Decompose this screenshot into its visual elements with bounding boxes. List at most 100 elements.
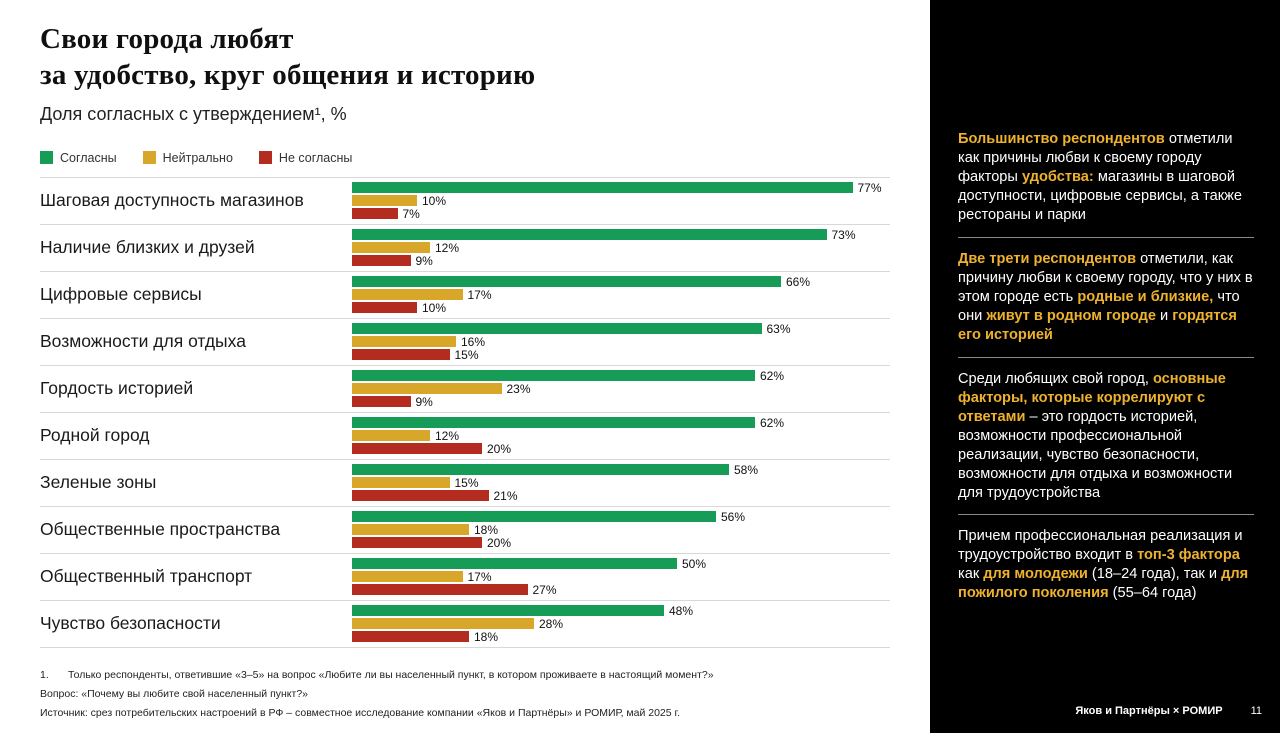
bar-line: 12% (352, 430, 890, 442)
page-title: Свои города любят за удобство, круг общен… (40, 22, 890, 94)
chart-row: Родной город 62% 12% 20% (40, 413, 890, 460)
bar-segment (352, 208, 398, 220)
bar-line: 18% (352, 524, 890, 536)
bar-line: 50% (352, 556, 890, 571)
bar-segment (352, 229, 827, 241)
chart-panel: Свои города любят за удобство, круг общен… (40, 22, 890, 719)
bar-line: 15% (352, 475, 890, 490)
paragraph-divider (958, 236, 1254, 238)
bar-value: 7% (402, 206, 420, 221)
bar-line: 28% (352, 618, 890, 630)
bar-line: 7% (352, 206, 890, 221)
bar-line: 62% (352, 368, 890, 383)
category-label: Наличие близких и друзей (40, 237, 255, 258)
bar-segment (352, 349, 450, 361)
bar-line: 15% (352, 347, 890, 362)
bar-value: 15% (454, 475, 479, 490)
category-label: Цифровые сервисы (40, 284, 202, 305)
bar-line: 10% (352, 193, 890, 208)
chart-row: Общественный транспорт 50% 17% 27% (40, 554, 890, 601)
bar-value: 17% (467, 287, 492, 302)
legend-swatch (142, 151, 156, 165)
chart-row: Шаговая доступность магазинов 77% 10% 7% (40, 178, 890, 225)
highlighted-text: топ-3 фактора (1137, 547, 1240, 564)
category-label: Чувство безопасности (40, 613, 221, 634)
bar-segment (352, 383, 502, 395)
bar-line: 56% (352, 511, 890, 523)
bar-group: 62% 23% 9% (352, 368, 890, 409)
bar-group: 58% 15% 21% (352, 462, 890, 502)
highlighted-text: родные и близкие, (1077, 288, 1214, 305)
bar-value: 16% (461, 334, 486, 349)
highlighted-text: для молодежи (983, 566, 1088, 583)
legend-item: Нейтрально (142, 151, 233, 165)
bar-line: 9% (352, 253, 890, 268)
bar-value: 10% (422, 193, 447, 208)
footnote: Вопрос: «Почему вы любите свой населенны… (40, 688, 890, 700)
bar-value: 63% (766, 321, 791, 336)
bar-segment (352, 605, 664, 617)
insight-text: (18–24 года), так и (1087, 566, 1222, 583)
highlighted-text: для пожилого поколения (958, 566, 1249, 602)
bar-group: 73% 12% 9% (352, 229, 890, 268)
bar-value: 50% (682, 556, 707, 571)
bar-value: 18% (474, 629, 499, 644)
bar-group: 66% 17% 10% (352, 276, 890, 314)
bar-segment (352, 584, 528, 596)
bar-segment (352, 323, 762, 335)
chart-subtitle: Доля согласных с утверждением¹, % (40, 103, 347, 124)
bar-value: 58% (734, 462, 759, 477)
insight-paragraph: Среди любящих свой город, основные факто… (958, 370, 1254, 503)
bar-value: 62% (760, 368, 785, 383)
bar-value: 20% (487, 441, 512, 456)
bar-line: 62% (352, 415, 890, 430)
bar-value: 27% (532, 582, 557, 597)
highlighted-text: Две трети респондентов (958, 250, 1137, 267)
bar-segment (352, 537, 482, 549)
bar-value: 9% (415, 253, 433, 268)
bar-line: 77% (352, 182, 890, 194)
bar-value: 62% (760, 415, 785, 430)
category-label: Общественный транспорт (40, 566, 253, 587)
bar-value: 9% (415, 394, 433, 409)
category-label: Возможности для отдыха (40, 331, 246, 352)
legend-item: Не согласны (258, 150, 353, 165)
bar-segment (352, 336, 456, 348)
category-label: Общественные пространства (40, 519, 281, 540)
insights-list: Большинство респондентов отметили как пр… (958, 130, 1254, 603)
highlighted-text: живут в родном городе (986, 307, 1156, 324)
bar-value: 23% (506, 381, 531, 396)
chart-row: Цифровые сервисы 66% 17% 10% (40, 272, 890, 319)
footnote-text: Источник: срез потребительских настроени… (40, 707, 680, 719)
footnote-text: Только респонденты, ответившие «3–5» на … (68, 669, 714, 681)
insight-text: магазины в шаговой доступности, цифровые… (958, 168, 1242, 223)
bar-line: 17% (352, 287, 890, 302)
footnote-text: Вопрос: «Почему вы любите свой населенны… (40, 688, 309, 700)
chart-row: Гордость историей 62% 23% 9% (40, 366, 890, 413)
bar-segment (352, 558, 677, 570)
bar-segment (352, 302, 417, 314)
bar-value: 12% (435, 240, 460, 255)
bar-value: 15% (454, 347, 479, 362)
legend-label: Не согласны (278, 150, 353, 165)
insights-panel: Большинство респондентов отметили как пр… (930, 0, 1280, 733)
bar-segment (352, 430, 430, 442)
insight-text: и (1155, 307, 1173, 324)
bar-line: 48% (352, 603, 890, 618)
insight-text: (55–64 года) (1108, 585, 1197, 602)
bar-segment (352, 631, 469, 643)
bar-value: 48% (669, 603, 694, 618)
bar-value: 20% (487, 535, 512, 550)
bar-segment (352, 255, 411, 267)
insight-text: что они (958, 288, 1240, 324)
footnote-marker: 1. (40, 669, 49, 681)
chart-row: Чувство безопасности 48% 28% 18% (40, 601, 890, 648)
category-label: Зеленые зоны (40, 472, 157, 493)
bar-segment (352, 477, 450, 489)
page-title-line1: Свои города любят (40, 23, 294, 55)
chart-row: Зеленые зоны 58% 15% 21% (40, 460, 890, 507)
bar-line: 9% (352, 394, 890, 409)
bar-segment (352, 524, 469, 536)
brand-logo: Яков и Партнёры × РОМИР (1075, 705, 1223, 717)
